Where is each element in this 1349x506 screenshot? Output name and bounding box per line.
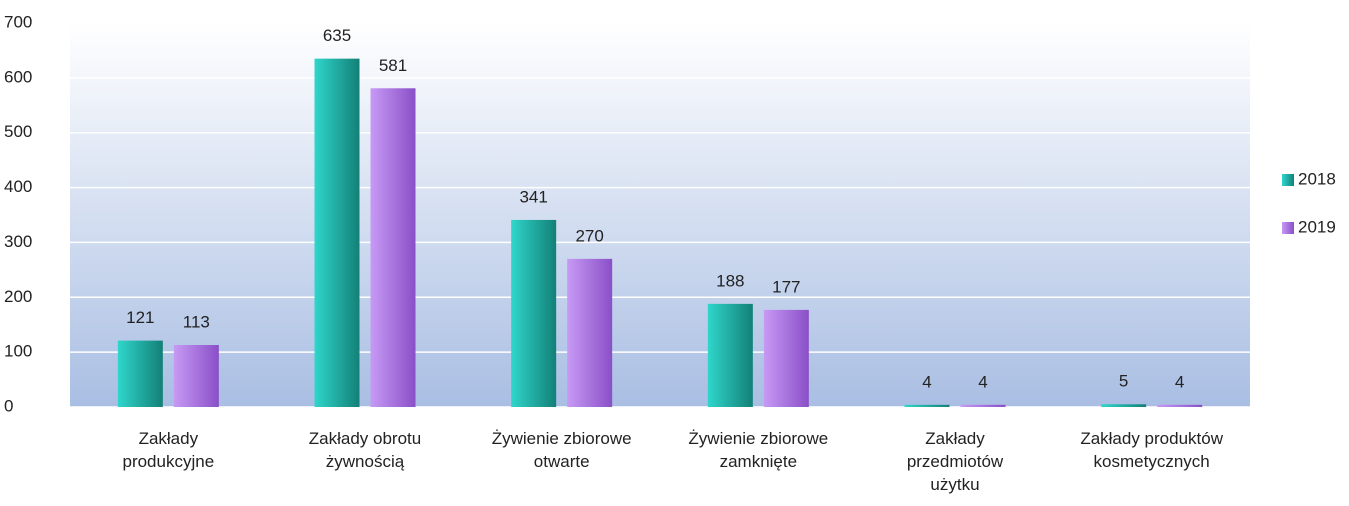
- bar: [117, 340, 163, 407]
- data-label: 581: [379, 56, 407, 75]
- y-tick-label: 100: [4, 342, 32, 361]
- x-tick-label: Zakłady produkcyjne: [122, 429, 215, 471]
- data-label: 188: [716, 271, 744, 290]
- data-label: 4: [922, 372, 931, 391]
- data-label: 177: [772, 277, 800, 296]
- bar: [904, 404, 950, 407]
- y-tick-label: 0: [4, 396, 13, 415]
- bar: [370, 88, 416, 407]
- x-tick-label: Zakłady produktów kosmetycznych: [1080, 429, 1223, 471]
- bar: [567, 258, 613, 407]
- x-tick-label: Żywienie zbiorowe otwarte: [491, 429, 632, 471]
- y-tick-label: 200: [4, 287, 32, 306]
- data-label: 5: [1119, 372, 1128, 391]
- data-label: 341: [519, 187, 547, 206]
- x-tick-label: Zakłady przedmiotów użytku: [906, 429, 1004, 494]
- bar: [511, 219, 557, 407]
- data-label: 635: [323, 26, 351, 45]
- legend-swatch: [1282, 174, 1294, 186]
- y-tick-label: 700: [4, 12, 32, 31]
- bar: [707, 303, 753, 407]
- data-label: 4: [1175, 372, 1184, 391]
- y-tick-label: 300: [4, 232, 32, 251]
- bar: [1157, 404, 1203, 407]
- legend-swatch: [1282, 222, 1294, 234]
- x-tick-label: Żywienie zbiorowe zamknięte: [688, 429, 829, 471]
- bar: [763, 309, 809, 407]
- bar: [1101, 404, 1147, 407]
- legend-label: 2018: [1298, 169, 1336, 188]
- x-tick-label: Zakłady obrotu żywnością: [308, 429, 422, 471]
- legend-label: 2019: [1298, 217, 1336, 236]
- bar: [314, 58, 360, 408]
- y-tick-label: 600: [4, 67, 32, 86]
- bar: [960, 404, 1006, 407]
- data-label: 270: [575, 226, 603, 245]
- data-label: 121: [126, 308, 154, 327]
- data-label: 113: [183, 312, 210, 331]
- plot-area: [70, 23, 1250, 407]
- bar: [173, 345, 219, 407]
- y-tick-label: 400: [4, 177, 32, 196]
- data-label: 4: [978, 372, 987, 391]
- y-tick-label: 500: [4, 122, 32, 141]
